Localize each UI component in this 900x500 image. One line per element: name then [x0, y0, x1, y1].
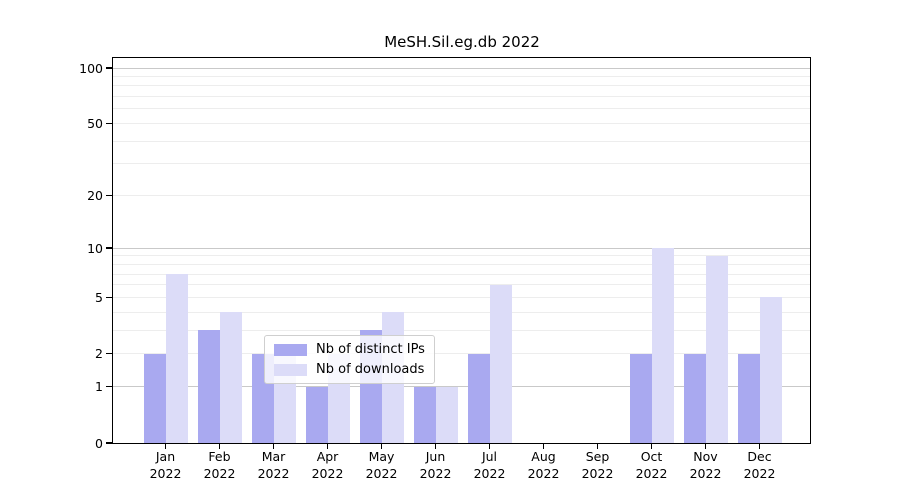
x-tick-label-mar: Mar 2022	[257, 449, 290, 481]
x-tick-sep	[596, 443, 599, 449]
x-tick-jun	[434, 443, 437, 449]
gridline-minor-3	[113, 329, 810, 331]
x-tick-dec	[758, 443, 761, 449]
y-tick-50	[105, 122, 112, 125]
bar-distinct-ips-nov	[683, 353, 706, 443]
x-tick-jul	[488, 443, 491, 449]
legend-label-distinct-ips: Nb of distinct IPs	[316, 342, 425, 357]
bar-distinct-ips-jul	[467, 353, 490, 443]
y-tick-100	[105, 67, 112, 69]
y-tick-2	[105, 352, 112, 355]
bar-distinct-ips-jun	[413, 386, 436, 443]
legend: Nb of distinct IPs Nb of downloads	[264, 335, 435, 384]
y-tick-label-5: 5	[95, 289, 103, 305]
gridline-minor-6	[113, 284, 810, 286]
x-tick-may	[380, 443, 383, 449]
y-tick-0	[105, 442, 112, 444]
gridline-minor-7	[113, 273, 810, 275]
bar-distinct-ips-feb	[197, 330, 220, 443]
x-tick-aug	[542, 443, 545, 449]
legend-label-downloads: Nb of downloads	[316, 362, 425, 377]
x-tick-mar	[272, 443, 275, 449]
x-tick-jan	[164, 443, 167, 449]
y-tick-1	[105, 385, 112, 388]
gridline-minor-5	[113, 296, 810, 298]
y-tick-label-2: 2	[95, 346, 103, 362]
gridline-minor-30	[113, 163, 810, 165]
y-tick-20	[105, 194, 112, 197]
x-tick-apr	[326, 443, 329, 449]
y-tick-5	[105, 296, 112, 299]
y-tick-label-50: 50	[87, 116, 103, 132]
bar-distinct-ips-apr	[305, 386, 328, 443]
gridline-minor-4	[113, 311, 810, 313]
legend-swatch-distinct-ips	[274, 343, 307, 356]
x-tick-label-dec: Dec 2022	[743, 449, 776, 481]
gridline-minor-90	[113, 75, 810, 77]
y-tick-label-10: 10	[87, 240, 103, 256]
x-tick-label-jan: Jan 2022	[149, 449, 182, 481]
bar-distinct-ips-jan	[143, 353, 166, 443]
x-tick-label-aug: Aug 2022	[527, 449, 560, 481]
gridline-minor-20	[113, 195, 810, 197]
gridline-major-10	[113, 247, 810, 249]
x-tick-nov	[704, 443, 707, 449]
x-tick-label-feb: Feb 2022	[203, 449, 236, 481]
y-tick-label-100: 100	[79, 60, 103, 76]
gridline-minor-8	[113, 263, 810, 265]
bar-distinct-ips-oct	[629, 353, 652, 443]
gridline-minor-60	[113, 108, 810, 110]
gridline-major-1	[113, 386, 810, 388]
gridline-minor-9	[113, 255, 810, 257]
gridline-minor-2	[113, 353, 810, 355]
gridline-minor-80	[113, 85, 810, 87]
x-tick-label-oct: Oct 2022	[635, 449, 668, 481]
chart-title: MeSH.Sil.eg.db 2022	[384, 33, 540, 51]
x-tick-label-may: May 2022	[365, 449, 398, 481]
legend-item-downloads: Nb of downloads	[274, 362, 425, 377]
gridline-minor-40	[113, 140, 810, 142]
bar-downloads-feb	[219, 312, 242, 443]
legend-swatch-downloads	[274, 363, 307, 376]
bar-distinct-ips-dec	[737, 353, 760, 443]
y-tick-10	[105, 247, 112, 249]
gridline-major-100	[113, 67, 810, 69]
bar-downloads-oct	[651, 248, 674, 443]
x-tick-label-apr: Apr 2022	[311, 449, 344, 481]
bar-downloads-nov	[705, 255, 728, 443]
bar-downloads-dec	[759, 297, 782, 443]
x-tick-oct	[650, 443, 653, 449]
gridline-minor-50	[113, 123, 810, 125]
x-tick-label-nov: Nov 2022	[689, 449, 722, 481]
y-tick-label-20: 20	[87, 188, 103, 204]
gridline-minor-70	[113, 96, 810, 98]
y-tick-label-1: 1	[95, 379, 103, 395]
legend-item-distinct-ips: Nb of distinct IPs	[274, 342, 425, 357]
x-tick-label-jul: Jul 2022	[473, 449, 506, 481]
x-tick-feb	[218, 443, 221, 449]
plot-area: 0 1 2 5 10 20 50 100 Jan 2022 Feb 2022 Mar 2022 Apr…	[79, 57, 811, 481]
y-tick-label-0: 0	[95, 435, 103, 451]
x-tick-label-jun: Jun 2022	[419, 449, 452, 481]
bar-downloads-jul	[489, 284, 512, 443]
bar-downloads-jun	[435, 386, 458, 443]
bar-downloads-jan	[165, 274, 188, 443]
x-tick-label-sep: Sep 2022	[581, 449, 614, 481]
